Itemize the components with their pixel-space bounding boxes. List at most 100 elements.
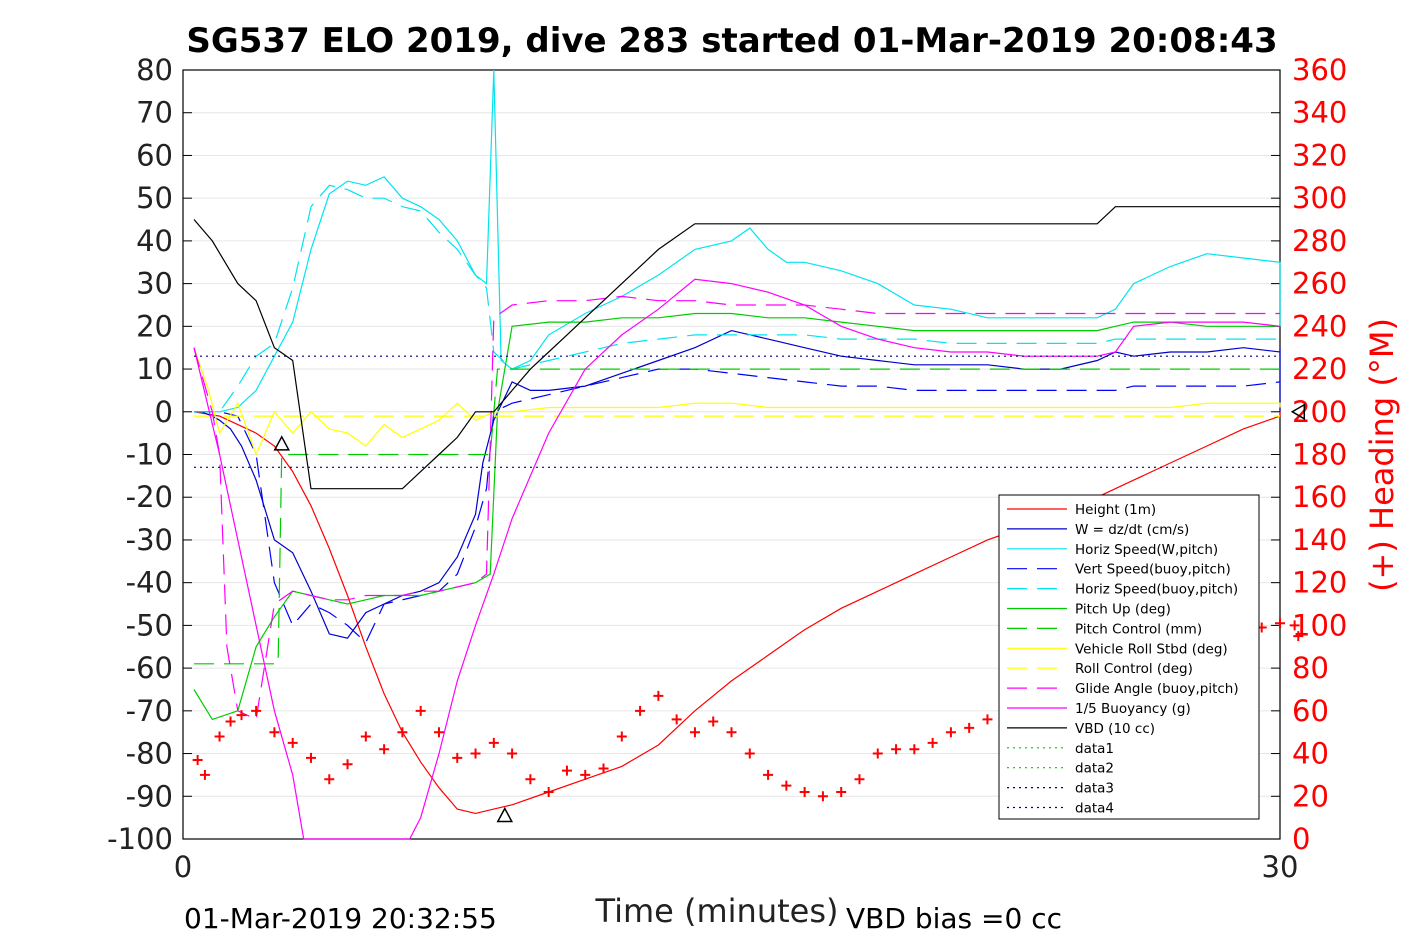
tick-label-right: 140: [1292, 523, 1347, 557]
tick-label-left: -90: [126, 779, 173, 813]
legend-entry: Height (1m): [1075, 502, 1156, 518]
legend-entry: Roll Control (deg): [1075, 661, 1193, 677]
tick-label-left: -100: [107, 822, 173, 856]
legend-entry: VBD (10 cc): [1075, 721, 1155, 737]
heading-point: [763, 769, 774, 780]
tick-label-right: 100: [1292, 608, 1347, 642]
heading-point: [543, 787, 554, 798]
heading-point: [817, 791, 828, 802]
heading-point: [452, 752, 463, 763]
legend-entry: data2: [1075, 761, 1114, 777]
x-axis-ticks: 0 30: [174, 830, 1299, 884]
heading-point: [342, 759, 353, 770]
tick-label-right: 320: [1292, 138, 1347, 172]
heading-point: [199, 769, 210, 780]
heading-point: [799, 787, 810, 798]
heading-point: [964, 722, 975, 733]
legend-entry: data3: [1075, 781, 1114, 797]
tick-label-right: 120: [1292, 566, 1347, 600]
legend-entry: Pitch Up (deg): [1075, 602, 1171, 618]
heading-point: [251, 705, 262, 716]
heading-point: [1275, 618, 1285, 629]
heading-point: [192, 754, 203, 765]
tick-label-right: 60: [1292, 694, 1329, 728]
heading-point: [744, 748, 755, 759]
legend-entry: Pitch Control (mm): [1075, 621, 1202, 637]
series-line-4: [194, 184, 1280, 413]
legend-entry: Vert Speed(buoy,pitch): [1075, 562, 1231, 578]
heading-point: [708, 716, 719, 727]
tick-label-right: 300: [1292, 181, 1347, 215]
legend-entry: data4: [1075, 801, 1114, 817]
series-line-10: [193, 278, 1281, 840]
series-line-3: [194, 368, 1281, 644]
tick-label-left: -30: [126, 523, 173, 557]
marker-triangle-left: [1290, 403, 1306, 421]
heading-point: [287, 737, 298, 748]
tick-label-right: 80: [1292, 651, 1329, 685]
heading-point: [689, 727, 700, 738]
heading-point: [269, 727, 280, 738]
heading-point: [854, 774, 865, 785]
event-markers: [273, 403, 1306, 823]
tick-label-right: 40: [1292, 737, 1329, 771]
tick-label-right: 280: [1292, 224, 1347, 258]
footer-timestamp: 01-Mar-2019 20:32:55: [184, 902, 497, 935]
legend-entry: Horiz Speed(buoy,pitch): [1075, 582, 1238, 598]
legend-entry: 1/5 Buoyancy (g): [1075, 701, 1191, 717]
marker-triangle-up: [496, 806, 514, 823]
tick-label-right: 0: [1292, 822, 1310, 856]
heading-point: [653, 690, 664, 701]
tick-label-left: 20: [136, 309, 173, 343]
heading-point: [225, 716, 236, 727]
heading-point: [1289, 620, 1300, 631]
tick-label-left: -20: [126, 480, 173, 514]
chart-title: SG537 ELO 2019, dive 283 started 01-Mar-…: [186, 21, 1277, 61]
legend-entry: W = dz/dt (cm/s): [1075, 522, 1189, 538]
tick-label-left: 70: [136, 96, 173, 130]
series-line-1: [194, 329, 1281, 639]
heading-point: [488, 737, 499, 748]
tick-label-left: 80: [136, 53, 173, 87]
x-axis-label: Time (minutes): [595, 892, 839, 930]
legend: Height (1m) W = dz/dt (cm/s) Horiz Speed(W…: [998, 494, 1260, 820]
heading-point: [982, 714, 993, 725]
tick-label-left: -60: [126, 651, 173, 685]
legend-entry: Glide Angle (buoy,pitch): [1075, 681, 1239, 697]
heading-point: [781, 780, 792, 791]
tick-label-x: 0: [174, 850, 192, 884]
heading-point: [1293, 631, 1304, 642]
heading-point: [635, 705, 646, 716]
heading-point: [872, 748, 883, 759]
heading-point: [726, 727, 737, 738]
tick-label-right: 260: [1292, 267, 1347, 301]
heading-point: [433, 727, 444, 738]
series-line-9: [193, 295, 1280, 721]
heading-point: [415, 705, 426, 716]
tick-label-right: 180: [1292, 438, 1347, 472]
heading-point: [470, 748, 481, 759]
legend-entry: Vehicle Roll Stbd (deg): [1075, 641, 1228, 657]
tick-label-left: 40: [136, 224, 173, 258]
series-line-7: [193, 347, 1281, 457]
tick-label-left: 10: [136, 352, 173, 386]
heading-point: [945, 727, 956, 738]
heading-point: [580, 769, 591, 780]
tick-label-left: -10: [126, 438, 173, 472]
heading-point: [214, 731, 225, 742]
heading-point: [525, 774, 536, 785]
legend-entry: Horiz Speed(W,pitch): [1075, 542, 1218, 558]
left-axis-ticks: 80 70 60 50 40 30 20 10 0 -10 -20 -30 -40 -50 -60 -70 -8…: [107, 53, 192, 856]
tick-label-left: -50: [126, 608, 173, 642]
heading-point: [379, 744, 390, 755]
heading-point: [836, 787, 847, 798]
series-line-11: [193, 206, 1280, 490]
tick-label-right: 160: [1292, 480, 1347, 514]
footer-vbd-bias: VBD bias =0 cc: [846, 902, 1062, 935]
tick-label-right: 20: [1292, 779, 1329, 813]
tick-label-left: 0: [155, 395, 173, 429]
heading-point: [598, 763, 609, 774]
tick-label-right: 200: [1292, 395, 1347, 429]
tick-label-x: 30: [1262, 850, 1299, 884]
